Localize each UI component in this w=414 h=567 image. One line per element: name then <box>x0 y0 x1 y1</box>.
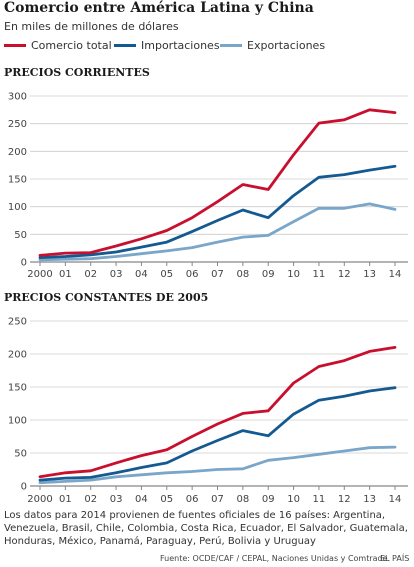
y-tick-label: 250 <box>8 119 27 130</box>
x-tick-label: 04 <box>135 269 148 280</box>
series-line-total <box>38 346 397 479</box>
x-tick-label: 05 <box>160 269 173 280</box>
x-tick-label: 14 <box>389 494 402 505</box>
y-tick-label: 150 <box>8 383 27 394</box>
x-tick-label: 06 <box>186 494 199 505</box>
x-tick-label: 14 <box>389 269 402 280</box>
x-tick-label: 13 <box>363 494 376 505</box>
source-note: Fuente: OCDE/CAF / CEPAL, Naciones Unida… <box>160 554 391 563</box>
panel-title-current: PRECIOS CORRIENTES <box>4 66 150 79</box>
x-tick-label: 05 <box>160 494 173 505</box>
x-tick-label: 08 <box>236 494 249 505</box>
x-tick-label: 10 <box>287 494 300 505</box>
x-tick-label: 10 <box>287 269 300 280</box>
legend-swatch-total <box>4 44 26 47</box>
y-tick-label: 50 <box>14 230 27 241</box>
legend-label-exports: Exportaciones <box>247 39 326 52</box>
series-line-imports <box>38 164 397 260</box>
legend-label-total: Comercio total <box>31 39 112 52</box>
x-tick-label: 11 <box>313 494 326 505</box>
y-tick-label: 200 <box>8 350 27 361</box>
x-tick-label: 09 <box>262 269 275 280</box>
x-tick-label: 01 <box>59 494 72 505</box>
y-tick-label: 0 <box>21 482 27 493</box>
y-tick-label: 250 <box>8 317 27 328</box>
y-tick-label: 100 <box>8 202 27 213</box>
y-tick-label: 150 <box>8 175 27 186</box>
x-tick-label: 07 <box>211 494 224 505</box>
legend-label-imports: Importaciones <box>141 39 220 52</box>
brand-label: EL PAÍS <box>380 554 410 563</box>
series-line-exports <box>38 445 397 485</box>
series-line-total <box>38 108 397 257</box>
x-tick-label: 2000 <box>27 494 52 505</box>
series-line-exports <box>38 202 397 262</box>
x-tick-label: 13 <box>363 269 376 280</box>
x-tick-label: 02 <box>84 494 97 505</box>
x-tick-label: 02 <box>84 269 97 280</box>
x-tick-label: 12 <box>338 269 351 280</box>
chart-current-prices: 0 50 100 150 200 250 300 2000 01 02 03 04 05 06 07 08 09… <box>8 92 408 280</box>
x-tick-label: 07 <box>211 269 224 280</box>
y-tick-label: 50 <box>14 449 27 460</box>
x-tick-label: 11 <box>313 269 326 280</box>
x-tick-label: 04 <box>135 494 148 505</box>
footnote: Los datos para 2014 provienen de fuentes… <box>4 510 408 547</box>
x-tick-label: 01 <box>59 269 72 280</box>
legend-swatch-exports <box>220 44 242 47</box>
x-tick-label: 08 <box>236 269 249 280</box>
panel-title-constant: PRECIOS CONSTANTES DE 2005 <box>4 291 209 304</box>
x-tick-label: 09 <box>262 494 275 505</box>
x-tick-label: 06 <box>186 269 199 280</box>
chart-constant-prices: 0 50 100 150 200 250 2000 01 02 03 04 05 06 07 08 09 10 1… <box>8 317 408 505</box>
y-tick-label: 300 <box>8 92 27 103</box>
x-tick-label: 03 <box>110 269 123 280</box>
y-tick-label: 200 <box>8 147 27 158</box>
x-tick-label: 2000 <box>27 269 52 280</box>
chart-title: Comercio entre América Latina y China <box>4 0 314 16</box>
y-tick-label: 0 <box>21 258 27 269</box>
legend-swatch-imports <box>114 44 136 47</box>
series-line-imports <box>38 386 397 482</box>
x-tick-label: 12 <box>338 494 351 505</box>
x-tick-label: 03 <box>110 494 123 505</box>
chart-subtitle: En miles de millones de dólares <box>4 20 179 33</box>
y-tick-label: 100 <box>8 416 27 427</box>
